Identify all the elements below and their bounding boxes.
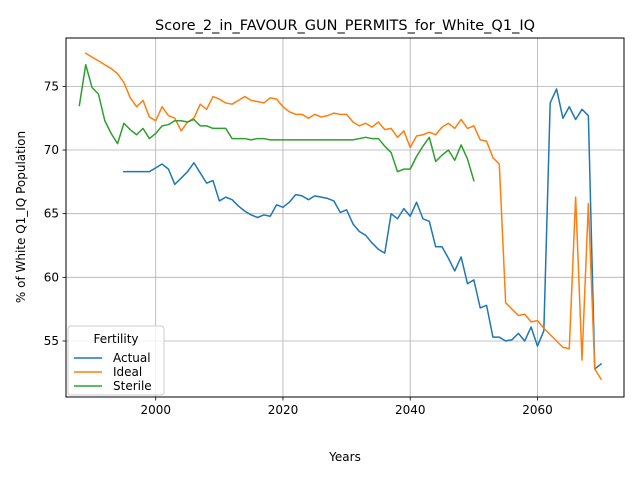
x-axis-ticks: 2000 2020 2040 2060 — [140, 397, 553, 417]
y-tick-label: 75 — [44, 79, 59, 93]
legend-box — [67, 325, 165, 396]
legend-label-ideal: Ideal — [113, 365, 142, 379]
y-tick-label: 70 — [44, 143, 59, 157]
chart-title: Score_2_in_FAVOUR_GUN_PERMITS_for_White_… — [155, 18, 535, 34]
legend: Fertility Actual Ideal Sterile — [67, 325, 165, 396]
series-lines — [78, 52, 603, 381]
legend-title: Fertility — [93, 332, 138, 346]
plot-frame — [65, 37, 625, 398]
x-tick-label: 2020 — [268, 403, 299, 417]
x-tick-label: 2060 — [522, 403, 553, 417]
series-line-sterile — [78, 63, 475, 182]
legend-label-sterile: Sterile — [113, 379, 152, 393]
y-tick-label: 60 — [44, 270, 59, 284]
series-line-actual — [123, 88, 603, 370]
x-tick-label: 2040 — [395, 403, 426, 417]
x-axis-label: Years — [328, 450, 361, 464]
y-axis-label: % of White Q1_IQ Population — [14, 131, 28, 303]
x-tick-label: 2000 — [140, 403, 171, 417]
series-line-ideal — [84, 52, 603, 381]
legend-label-actual: Actual — [113, 351, 151, 365]
y-tick-label: 65 — [44, 207, 59, 221]
grid — [66, 38, 624, 397]
y-axis-ticks: 55 60 65 70 75 — [44, 79, 66, 348]
y-tick-label: 55 — [44, 334, 59, 348]
